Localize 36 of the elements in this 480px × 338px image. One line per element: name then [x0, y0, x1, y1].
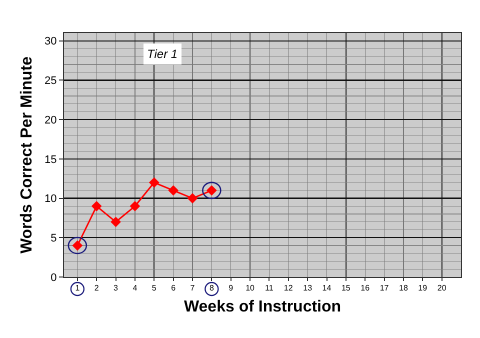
annotation: Tier 1 [147, 47, 178, 61]
y-tick-label: 0 [50, 272, 57, 284]
y-tick-label: 10 [44, 193, 57, 206]
point [110, 216, 121, 228]
x-tick-label: 9 [228, 284, 234, 293]
x-tick-label: 11 [265, 284, 274, 293]
x-tick-label: 16 [360, 284, 370, 293]
point [91, 200, 102, 212]
x-tick-label: 15 [341, 284, 351, 293]
x-tick-label: 17 [380, 284, 390, 293]
x-tick-label: 8 [209, 284, 214, 293]
x-tick-label: 12 [284, 284, 294, 293]
x-tick-label: 14 [322, 284, 332, 293]
x-tick-label: 1 [75, 284, 80, 293]
x-tick-label: 19 [418, 284, 428, 293]
y-tick-label: 5 [50, 232, 57, 244]
x-tick-label: 2 [94, 284, 100, 293]
point [148, 177, 160, 188]
y-axis-title: Words Correct Per Minute [18, 56, 36, 254]
x-tick-label: 10 [246, 284, 256, 293]
y-tick-label: 15 [44, 154, 57, 166]
x-tick-label: 3 [114, 284, 119, 293]
x-tick-label: 4 [132, 284, 138, 293]
x-tick-label: 5 [152, 284, 157, 293]
x-tick-label: 13 [303, 284, 313, 293]
x-tick-label: 6 [171, 284, 176, 293]
x-tick-label: 18 [399, 284, 408, 293]
x-axis-title: Weeks of Instruction [184, 298, 342, 316]
point [187, 193, 198, 204]
y-tick-label: 20 [44, 114, 57, 126]
point [168, 185, 179, 196]
point [130, 200, 140, 212]
x-tick-label: 7 [190, 284, 196, 293]
y-tick-label: 30 [44, 36, 57, 48]
x-tick-label: 20 [437, 284, 447, 293]
y-tick-label: 25 [44, 75, 57, 88]
